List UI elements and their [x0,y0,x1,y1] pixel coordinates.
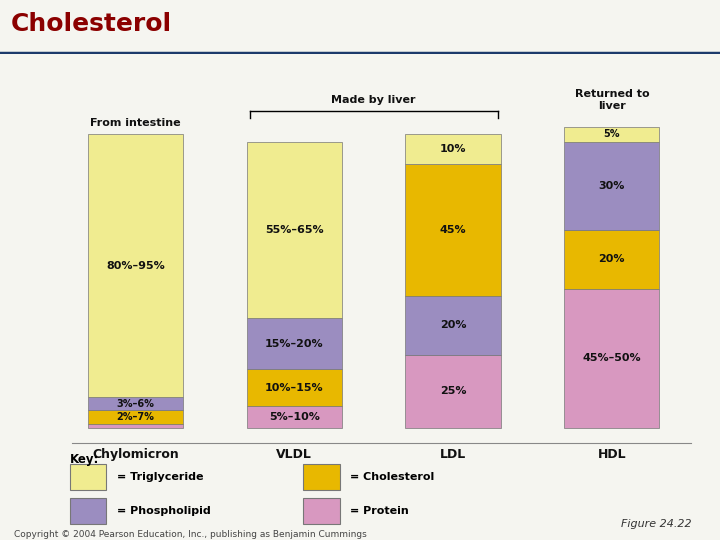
Bar [564,230,660,288]
Bar [564,288,660,428]
Bar [564,141,660,230]
Bar [247,369,342,406]
Bar [88,397,183,410]
Text: 2%–7%: 2%–7% [117,412,155,422]
Text: Copyright © 2004 Pearson Education, Inc., publishing as Benjamin Cummings: Copyright © 2004 Pearson Education, Inc.… [14,530,367,539]
Bar [405,355,500,428]
Text: Made by liver: Made by liver [331,95,416,105]
Text: = Cholesterol: = Cholesterol [350,472,434,482]
Text: Returned to
liver: Returned to liver [575,89,649,111]
Bar [88,424,183,428]
FancyBboxPatch shape [303,498,340,524]
Text: 45%: 45% [440,225,467,235]
Text: 5%: 5% [603,130,620,139]
Text: 25%: 25% [440,387,467,396]
Bar [564,127,660,141]
Text: 5%–10%: 5%–10% [269,412,320,422]
Text: 15%–20%: 15%–20% [265,339,323,349]
Bar [405,164,500,296]
Bar [405,296,500,355]
Bar [405,134,500,164]
Bar [88,134,183,397]
Text: = Phospholipid: = Phospholipid [117,507,210,516]
Text: 10%–15%: 10%–15% [265,383,323,393]
Text: From intestine: From intestine [90,118,181,129]
Text: Key:: Key: [70,453,99,465]
Text: = Protein: = Protein [350,507,409,516]
Bar [247,141,342,318]
Bar [88,410,183,424]
Text: 80%–95%: 80%–95% [106,261,165,271]
Text: 45%–50%: 45%–50% [582,353,641,363]
FancyBboxPatch shape [303,464,340,490]
Bar [247,406,342,428]
Text: Figure 24.22: Figure 24.22 [621,519,691,529]
Text: 55%–65%: 55%–65% [265,225,323,235]
FancyBboxPatch shape [70,464,107,490]
Text: 3%–6%: 3%–6% [117,399,155,409]
Text: 20%: 20% [440,320,467,330]
Text: = Triglyceride: = Triglyceride [117,472,203,482]
Text: 10%: 10% [440,144,467,154]
Bar [247,318,342,369]
Text: 30%: 30% [598,181,625,191]
Text: 20%: 20% [598,254,625,264]
Text: Cholesterol: Cholesterol [11,12,172,36]
FancyBboxPatch shape [70,498,107,524]
